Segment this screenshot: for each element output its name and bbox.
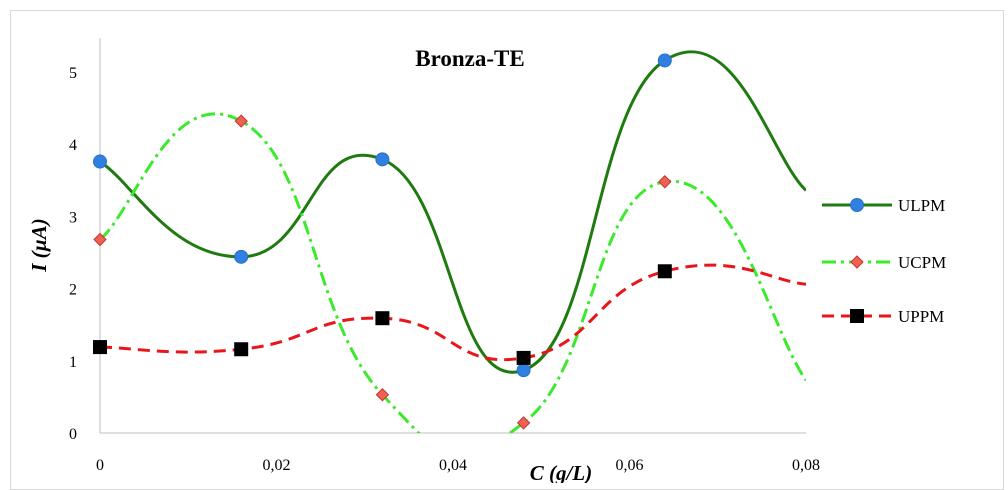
data-point-ulpm	[657, 53, 672, 68]
data-point-ucpm	[375, 388, 390, 402]
legend-marker-ulpm	[850, 198, 864, 212]
y-tick-label: 5	[69, 65, 77, 82]
x-tick-label: 0	[96, 457, 104, 474]
series-line-ucpm	[100, 112, 806, 433]
legend-marker-uppm	[850, 309, 864, 323]
series-line-ulpm	[100, 50, 806, 374]
legend-label-ucpm: UCPM	[898, 253, 946, 272]
x-tick-label: 0,04	[439, 457, 467, 474]
legend-label-uppm: UPPM	[898, 307, 944, 326]
data-point-ucpm	[658, 175, 672, 189]
data-point-ucpm	[234, 114, 248, 128]
y-tick-label: 1	[69, 354, 77, 371]
data-point-ulpm	[375, 152, 390, 167]
data-point-ulpm	[516, 363, 531, 378]
data-point-ucpm	[93, 232, 107, 247]
series-line-uppm	[100, 263, 806, 362]
data-point-uppm	[375, 311, 390, 326]
legend-marker-ucpm	[850, 255, 864, 269]
data-point-uppm	[234, 342, 249, 357]
series-layer	[100, 50, 806, 433]
x-tick-label: 0,06	[616, 457, 644, 474]
y-tick-label: 4	[69, 137, 77, 154]
data-point-uppm	[93, 340, 107, 355]
data-point-uppm	[516, 350, 531, 365]
y-axis-title: I (µA)	[27, 218, 51, 273]
chart-area	[10, 10, 1004, 490]
y-tick-label: 2	[69, 282, 77, 299]
y-tick-label: 0	[69, 426, 77, 443]
x-axis-title: C (g/L)	[530, 461, 592, 483]
x-tick-label: 0,02	[263, 457, 291, 474]
chart-title: Bronza-TE	[415, 46, 524, 71]
axes: 0 1 2 3 4 5 0 0,02 0,04 0,06 0,08	[69, 38, 820, 474]
data-point-ucpm	[516, 416, 531, 430]
data-point-uppm	[657, 264, 672, 279]
marker-layer	[93, 53, 672, 430]
legend-label-ulpm: ULPM	[898, 196, 945, 215]
data-point-ulpm	[93, 154, 107, 169]
x-tick-label: 0,08	[792, 457, 820, 474]
legend: ULPM UCPM UPPM	[822, 196, 946, 326]
y-tick-label: 3	[69, 209, 77, 226]
data-point-ulpm	[234, 249, 249, 264]
